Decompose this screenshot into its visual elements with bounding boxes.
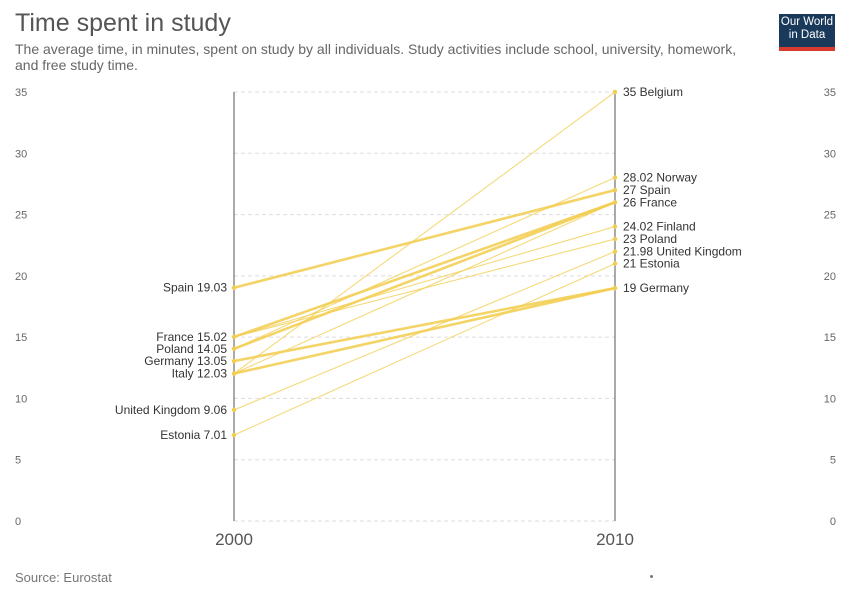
left-point-0 (231, 285, 237, 290)
y-tick-right-15: 15 (824, 332, 836, 344)
logo-line-2: in Data (788, 29, 826, 41)
owid-logo[interactable]: Our World in Data (779, 14, 835, 51)
right-label-6: 21.98 United Kingdom (623, 245, 742, 259)
right-point-3 (612, 200, 618, 205)
left-label-4: Italy 12.03 (172, 367, 228, 381)
logo-bar (779, 47, 835, 51)
series-line-bold-0 (233, 188, 616, 290)
y-tick-right-10: 10 (824, 393, 836, 405)
left-point-6 (231, 432, 237, 438)
series-line-faint-1 (233, 177, 616, 350)
left-label-2: Poland 14.05 (156, 342, 227, 356)
left-label-5: United Kingdom 9.06 (115, 403, 227, 417)
y-tick-left-10: 10 (15, 393, 27, 405)
x-label-2010: 2010 (596, 530, 634, 549)
right-label-2: 27 Spain (623, 183, 670, 197)
y-tick-right-25: 25 (824, 210, 836, 222)
source-note: Source: Eurostat (15, 570, 112, 585)
series-line-faint-4 (233, 238, 616, 338)
chart-title: Time spent in study (15, 9, 231, 37)
series-line-bold-2 (233, 201, 616, 351)
right-point-5 (612, 236, 618, 242)
y-tick-left-5: 5 (15, 455, 21, 467)
right-label-3: 26 France (623, 195, 677, 209)
y-tick-right-5: 5 (830, 455, 836, 467)
left-label-1: France 15.02 (156, 330, 227, 344)
left-point-2 (231, 346, 237, 351)
series-line-bold-1 (233, 201, 616, 339)
series-line-bold-3 (233, 286, 616, 363)
y-tick-right-20: 20 (824, 271, 836, 283)
right-point-6 (612, 249, 618, 254)
y-axis-right: 0 5 10 15 20 25 30 35 (824, 87, 836, 528)
grid-lines (234, 91, 615, 522)
y-tick-left-0: 0 (15, 516, 21, 528)
y-tick-right-0: 0 (830, 516, 836, 528)
right-point-4 (612, 224, 618, 229)
left-point-3 (231, 358, 237, 364)
right-point-7 (612, 261, 618, 266)
y-tick-right-35: 35 (824, 87, 836, 99)
y-axis-left: 0 5 10 15 20 25 30 35 (15, 87, 27, 528)
left-label-3: Germany 13.05 (144, 354, 227, 368)
y-tick-left-30: 30 (15, 148, 27, 160)
series-line-faint-0 (233, 91, 616, 374)
left-label-0: Spain 19.03 (163, 281, 227, 295)
y-tick-left-20: 20 (15, 271, 27, 283)
right-label-5: 23 Poland (623, 232, 677, 246)
right-label-1: 28.02 Norway (623, 171, 697, 185)
chart-subtitle: The average time, in minutes, spent on s… (15, 41, 737, 73)
right-label-0: 35 Belgium (623, 85, 683, 99)
series-line-faint-5 (233, 263, 616, 436)
left-point-1 (231, 334, 237, 340)
right-point-8 (612, 285, 618, 291)
right-point-0 (612, 89, 618, 95)
right-label-7: 21 Estonia (623, 257, 680, 271)
series-line-faint-3 (233, 226, 616, 338)
left-point-4 (231, 371, 237, 376)
right-point-2 (612, 187, 618, 193)
series-lines (233, 91, 616, 436)
logo-line-1: Our World (780, 16, 834, 28)
y-tick-left-35: 35 (15, 87, 27, 99)
left-label-6: Estonia 7.01 (160, 428, 227, 442)
y-tick-right-30: 30 (824, 148, 836, 160)
right-label-4: 24.02 Finland (623, 220, 696, 234)
y-tick-left-25: 25 (15, 210, 27, 222)
footer-dot (650, 575, 653, 578)
y-tick-left-15: 15 (15, 332, 27, 344)
right-point-1 (612, 175, 618, 180)
x-label-2000: 2000 (215, 530, 253, 549)
left-point-5 (231, 407, 237, 413)
right-label-8: 19 Germany (623, 281, 689, 295)
series-line-bold-4 (233, 286, 616, 375)
